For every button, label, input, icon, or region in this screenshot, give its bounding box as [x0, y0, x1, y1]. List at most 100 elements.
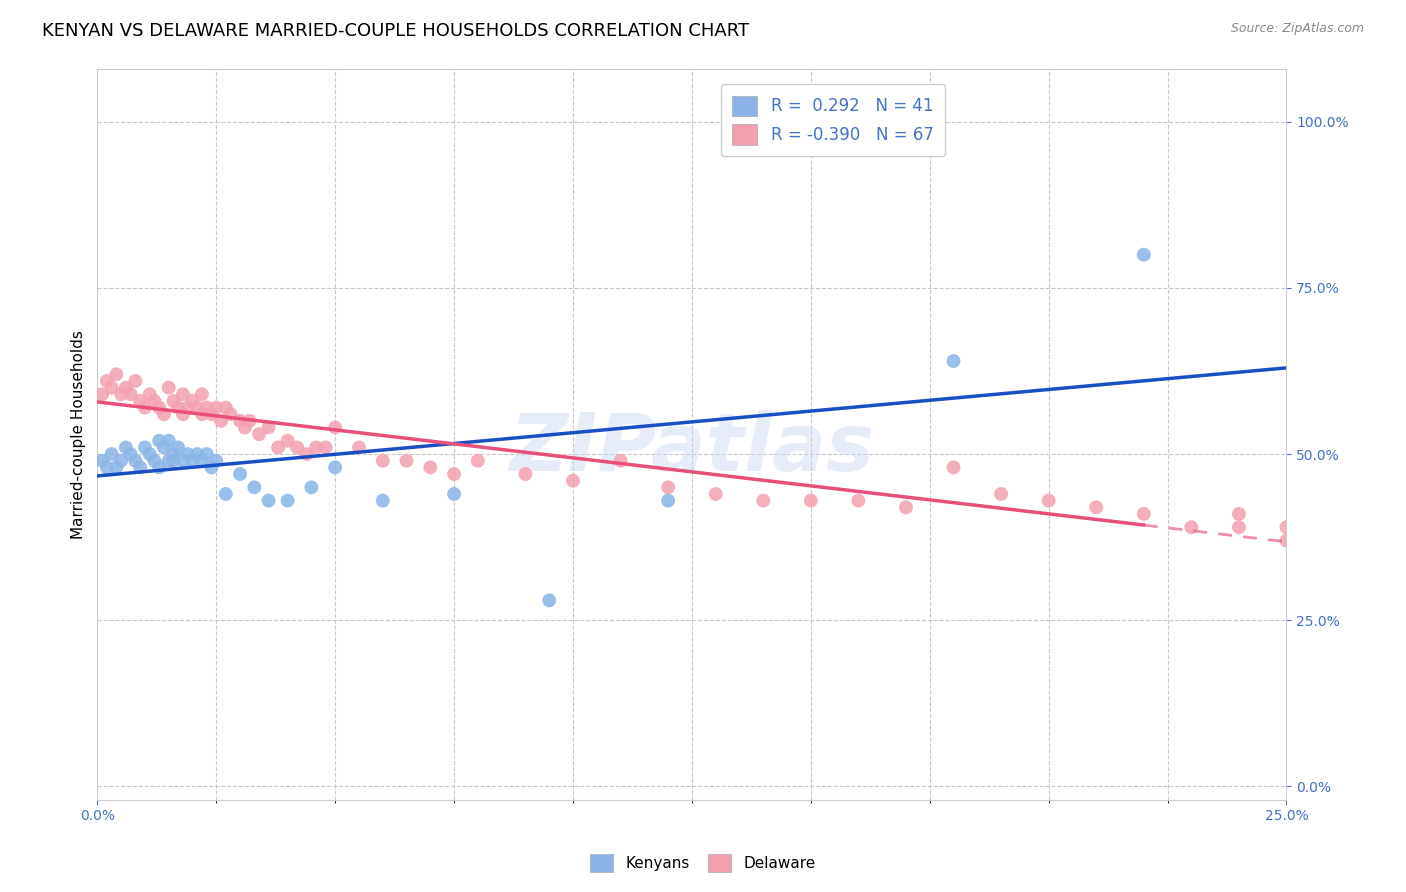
Point — [124, 454, 146, 468]
Point — [1275, 520, 1298, 534]
Point — [195, 401, 218, 415]
Point — [229, 414, 252, 428]
Point — [419, 460, 441, 475]
Point — [105, 460, 128, 475]
Point — [443, 467, 465, 481]
Point — [704, 487, 727, 501]
Point — [243, 480, 266, 494]
Point — [167, 401, 190, 415]
Point — [153, 441, 176, 455]
Point — [371, 454, 394, 468]
Point — [153, 407, 176, 421]
Point — [186, 447, 208, 461]
Point — [800, 493, 823, 508]
Point — [172, 454, 194, 468]
Point — [347, 441, 370, 455]
Point — [186, 401, 208, 415]
Text: ZIPatlas: ZIPatlas — [509, 409, 875, 488]
Point — [129, 460, 152, 475]
Point — [942, 354, 965, 368]
Point — [157, 454, 180, 468]
Point — [848, 493, 870, 508]
Point — [257, 420, 280, 434]
Point — [96, 374, 118, 388]
Point — [323, 460, 346, 475]
Point — [162, 393, 184, 408]
Point — [247, 427, 270, 442]
Point — [267, 441, 290, 455]
Point — [1038, 493, 1060, 508]
Point — [110, 387, 132, 401]
Point — [205, 401, 228, 415]
Point — [209, 414, 232, 428]
Point — [1227, 507, 1250, 521]
Point — [1275, 533, 1298, 548]
Point — [219, 407, 242, 421]
Point — [1180, 520, 1202, 534]
Point — [191, 454, 214, 468]
Point — [609, 454, 631, 468]
Legend: Kenyans, Delaware: Kenyans, Delaware — [582, 846, 824, 880]
Point — [143, 454, 166, 468]
Legend: R =  0.292   N = 41, R = -0.390   N = 67: R = 0.292 N = 41, R = -0.390 N = 67 — [721, 84, 945, 156]
Point — [115, 441, 138, 455]
Point — [143, 393, 166, 408]
Point — [295, 447, 318, 461]
Point — [138, 447, 160, 461]
Point — [115, 381, 138, 395]
Point — [124, 374, 146, 388]
Point — [181, 393, 204, 408]
Point — [181, 454, 204, 468]
Point — [191, 407, 214, 421]
Point — [134, 401, 156, 415]
Point — [657, 480, 679, 494]
Point — [215, 401, 238, 415]
Point — [371, 493, 394, 508]
Point — [120, 387, 142, 401]
Point — [395, 454, 418, 468]
Point — [942, 460, 965, 475]
Point — [515, 467, 537, 481]
Point — [538, 593, 561, 607]
Point — [990, 487, 1012, 501]
Point — [285, 441, 308, 455]
Point — [257, 493, 280, 508]
Point — [177, 447, 200, 461]
Point — [277, 493, 299, 508]
Point — [215, 487, 238, 501]
Point — [157, 381, 180, 395]
Point — [120, 447, 142, 461]
Point — [162, 454, 184, 468]
Point — [467, 454, 489, 468]
Point — [134, 441, 156, 455]
Point — [177, 401, 200, 415]
Point — [315, 441, 337, 455]
Point — [157, 434, 180, 448]
Point — [191, 387, 214, 401]
Point — [200, 407, 222, 421]
Text: Source: ZipAtlas.com: Source: ZipAtlas.com — [1230, 22, 1364, 36]
Point — [172, 387, 194, 401]
Point — [148, 460, 170, 475]
Point — [657, 493, 679, 508]
Point — [167, 441, 190, 455]
Point — [91, 387, 114, 401]
Point — [238, 414, 260, 428]
Point — [323, 420, 346, 434]
Point — [172, 407, 194, 421]
Point — [100, 447, 122, 461]
Point — [277, 434, 299, 448]
Point — [1132, 507, 1154, 521]
Point — [305, 441, 328, 455]
Point — [1085, 500, 1108, 515]
Point — [110, 454, 132, 468]
Point — [562, 474, 585, 488]
Point — [96, 460, 118, 475]
Point — [299, 480, 322, 494]
Point — [894, 500, 917, 515]
Point — [148, 401, 170, 415]
Point — [233, 420, 256, 434]
Point — [752, 493, 775, 508]
Y-axis label: Married-couple Households: Married-couple Households — [72, 330, 86, 539]
Point — [129, 393, 152, 408]
